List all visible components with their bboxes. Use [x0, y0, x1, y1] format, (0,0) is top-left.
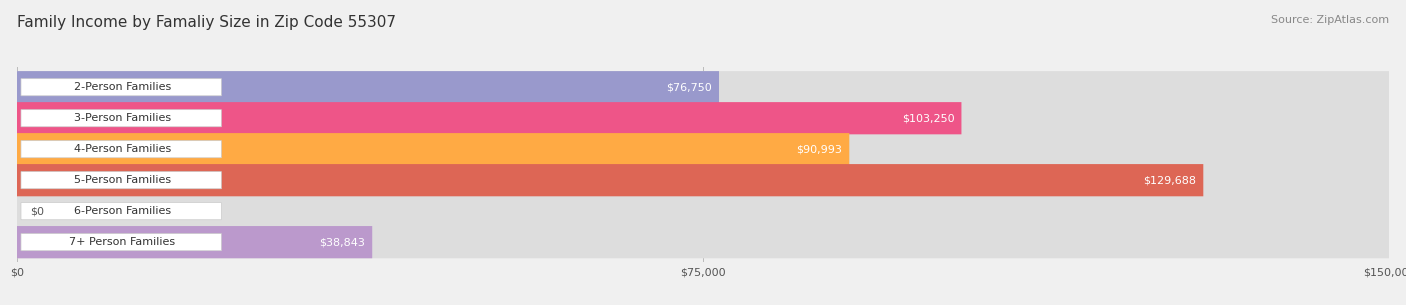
FancyBboxPatch shape — [17, 71, 1389, 103]
FancyBboxPatch shape — [21, 203, 221, 220]
Text: Source: ZipAtlas.com: Source: ZipAtlas.com — [1271, 15, 1389, 25]
FancyBboxPatch shape — [17, 102, 1389, 134]
FancyBboxPatch shape — [17, 164, 1389, 196]
Text: $103,250: $103,250 — [903, 113, 955, 123]
Text: 5-Person Families: 5-Person Families — [75, 175, 172, 185]
Text: $0: $0 — [31, 206, 45, 216]
FancyBboxPatch shape — [17, 133, 1389, 165]
FancyBboxPatch shape — [17, 102, 962, 134]
FancyBboxPatch shape — [17, 164, 1204, 196]
Text: 6-Person Families: 6-Person Families — [75, 206, 172, 216]
Text: $129,688: $129,688 — [1143, 175, 1197, 185]
FancyBboxPatch shape — [21, 141, 221, 158]
Text: $76,750: $76,750 — [666, 82, 713, 92]
Text: 7+ Person Families: 7+ Person Families — [69, 237, 176, 247]
Text: $90,993: $90,993 — [797, 144, 842, 154]
FancyBboxPatch shape — [17, 71, 718, 103]
Text: 3-Person Families: 3-Person Families — [75, 113, 172, 123]
FancyBboxPatch shape — [17, 195, 1389, 227]
FancyBboxPatch shape — [17, 133, 849, 165]
FancyBboxPatch shape — [21, 172, 221, 189]
FancyBboxPatch shape — [21, 110, 221, 127]
Text: 2-Person Families: 2-Person Families — [75, 82, 172, 92]
FancyBboxPatch shape — [21, 234, 221, 251]
Text: Family Income by Famaliy Size in Zip Code 55307: Family Income by Famaliy Size in Zip Cod… — [17, 15, 396, 30]
Text: 4-Person Families: 4-Person Families — [75, 144, 172, 154]
FancyBboxPatch shape — [21, 79, 221, 96]
FancyBboxPatch shape — [17, 226, 1389, 258]
Text: $38,843: $38,843 — [319, 237, 366, 247]
FancyBboxPatch shape — [17, 226, 373, 258]
